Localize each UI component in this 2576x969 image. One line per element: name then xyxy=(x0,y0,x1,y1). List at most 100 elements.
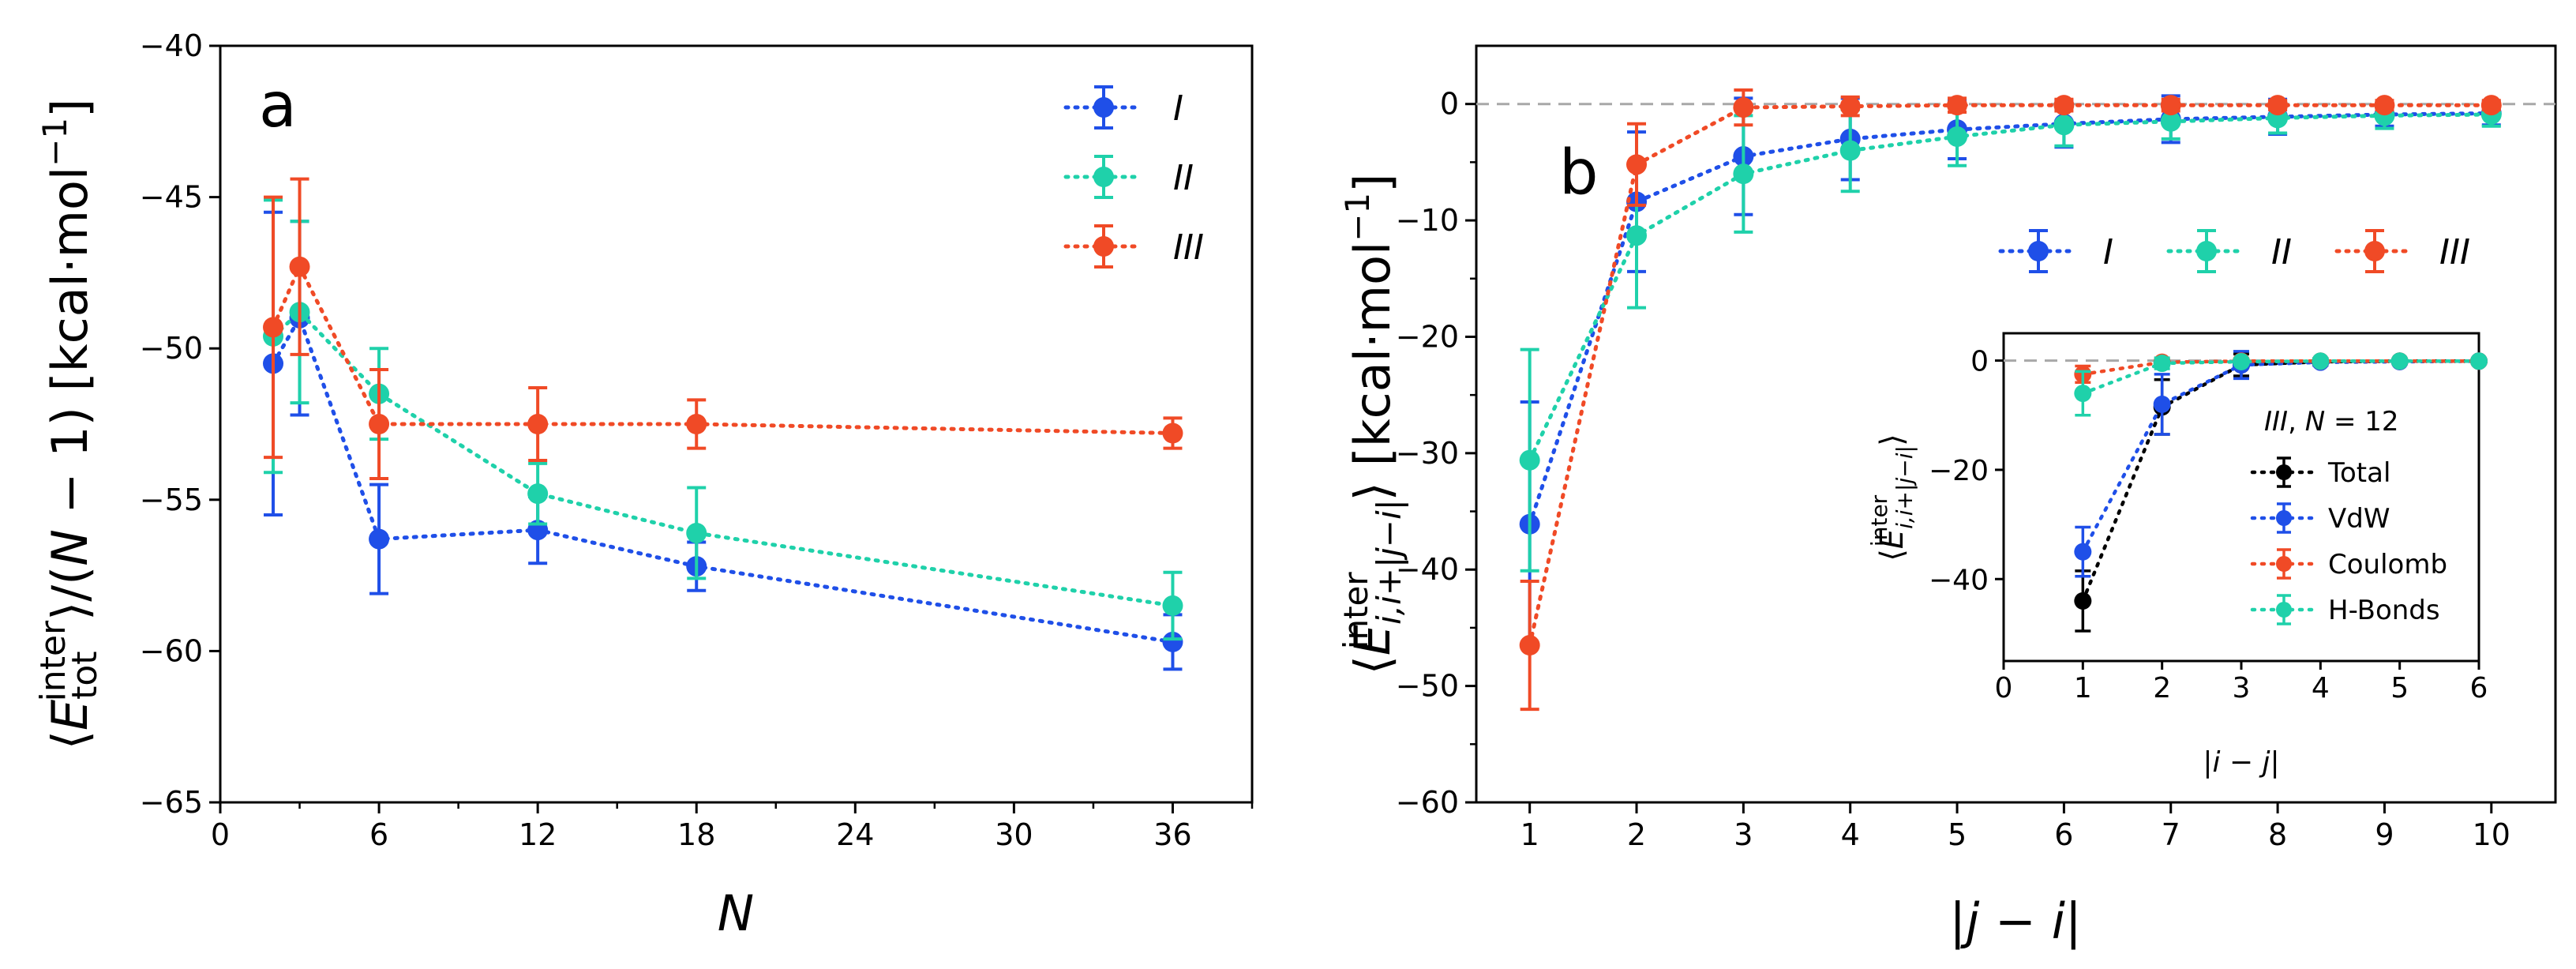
x-tick-label: 30 xyxy=(995,817,1033,852)
legend-entry: Coulomb xyxy=(2250,548,2447,580)
legend-marker xyxy=(2276,602,2292,618)
data-point xyxy=(1839,96,1861,117)
x-tick-label: 3 xyxy=(1734,817,1753,852)
series-i xyxy=(263,210,1183,671)
y-tick-label: −45 xyxy=(140,180,203,215)
x-tick-label: 5 xyxy=(2390,672,2409,704)
legend-label: I xyxy=(2103,232,2113,272)
y-tick-label: −40 xyxy=(140,28,203,63)
data-point xyxy=(2480,95,2502,116)
legend-entry: II xyxy=(1063,155,1194,199)
series-line xyxy=(2081,359,2481,396)
data-point xyxy=(2153,355,2171,373)
inset-legend: Total VdW Coulomb H-Bonds xyxy=(2250,456,2447,626)
legend-label: H-Bonds xyxy=(2328,595,2440,626)
legend-label: II xyxy=(1173,158,1194,198)
legend-marker xyxy=(2364,241,2385,261)
data-point xyxy=(1947,95,1968,116)
legend-label: Total xyxy=(2327,457,2390,489)
data-point xyxy=(2390,352,2409,370)
legend-marker xyxy=(2276,556,2292,572)
legend-marker xyxy=(2028,241,2049,261)
x-tick-label: 2 xyxy=(2153,672,2171,704)
y-tick-label: −50 xyxy=(1396,669,1459,704)
panel-b-legend: I II III xyxy=(1998,229,2470,273)
y-tick-label: −65 xyxy=(140,785,203,820)
x-tick-label: 0 xyxy=(1995,672,2013,704)
svg-text:III, N = 12: III, N = 12 xyxy=(2264,406,2399,438)
data-point xyxy=(1733,97,1754,118)
inset-ticks: 0 1 2 3 4 5 6 −40 −20 0 xyxy=(1929,346,2488,704)
y-tick-label: −40 xyxy=(1929,564,1989,596)
data-point xyxy=(1162,423,1183,444)
x-tick-label: 6 xyxy=(369,817,388,852)
legend-entry: III xyxy=(2334,229,2470,273)
panel-b-ticks: 1 2 3 4 5 6 7 8 9 10−60−50−40−30−20−100 xyxy=(1396,87,2510,852)
panel-b-frame xyxy=(1475,44,2557,804)
panel-b-xlabel: |j − i| xyxy=(1949,892,2082,951)
y-tick-label: −60 xyxy=(140,633,203,668)
data-point xyxy=(527,483,549,505)
x-tick-label: 18 xyxy=(677,817,715,852)
data-point xyxy=(2267,95,2289,116)
panel-a-xlabel: N xyxy=(718,884,754,942)
data-point xyxy=(289,256,310,277)
legend-label: Coulomb xyxy=(2328,549,2447,580)
svg-text:|j − i|: |j − i| xyxy=(1949,892,2082,951)
data-point xyxy=(1626,225,1648,246)
panel-a: 0 6 12 18 24 30 36 −65 −60 −55 −50 −45 −40 a N ⟨Etot… xyxy=(33,28,1254,942)
legend-entry: III xyxy=(1063,224,1204,269)
series-line xyxy=(271,309,1175,608)
legend-marker xyxy=(2276,464,2292,480)
x-tick-label: 12 xyxy=(519,817,557,852)
legend-entry: H-Bonds xyxy=(2250,594,2440,626)
x-tick-label: 8 xyxy=(2268,817,2287,852)
data-point xyxy=(2053,95,2075,116)
data-point xyxy=(2153,395,2171,413)
svg-text:⟨Etotinter⟩/(N − 1) [kcal·mol−: ⟨Etotinter⟩/(N − 1) [kcal·mol−1] xyxy=(33,99,105,750)
panel-b-series xyxy=(1476,88,2555,712)
data-point xyxy=(1519,635,1540,656)
x-tick-label: 5 xyxy=(1948,817,1967,852)
data-point xyxy=(1733,163,1754,185)
inset-ylabel: ⟨Ei,i+|j−i|inter⟩ xyxy=(1866,434,1918,561)
data-point xyxy=(263,317,284,338)
data-point xyxy=(2074,592,2092,610)
data-point xyxy=(369,414,390,434)
series-ii xyxy=(263,198,1183,641)
data-point xyxy=(2160,95,2181,116)
data-point xyxy=(1839,140,1861,161)
series-line xyxy=(1528,111,2494,527)
data-point xyxy=(2160,111,2181,132)
data-point xyxy=(2074,543,2092,561)
data-point xyxy=(2312,352,2330,370)
data-point xyxy=(2233,352,2250,370)
legend-label: VdW xyxy=(2328,503,2390,535)
legend-label: III xyxy=(1173,227,1204,268)
panel-b-label: b xyxy=(1559,137,1599,208)
panel-a-ylabel: ⟨Etotinter⟩/(N − 1) [kcal·mol−1] xyxy=(33,99,105,750)
inset: 0 1 2 3 4 5 6 −40 −20 0 III, N = 12 Total VdW Coulo… xyxy=(1866,332,2488,779)
series-iii xyxy=(1519,88,2502,712)
legend-marker xyxy=(2276,510,2292,526)
x-tick-label: 0 xyxy=(211,817,230,852)
svg-text:⟨Ei,i+|j−i|inter⟩: ⟨Ei,i+|j−i|inter⟩ xyxy=(1866,434,1918,561)
x-tick-label: 4 xyxy=(1841,817,1860,852)
series-line xyxy=(1528,103,2494,648)
panel-b-ylabel: ⟨Ei,i+|j−i|inter⟩ [kcal·mol−1] xyxy=(1337,174,1408,675)
legend-marker xyxy=(1093,97,1114,118)
x-tick-label: 6 xyxy=(2470,672,2488,704)
y-tick-label: −10 xyxy=(1396,203,1459,238)
data-point xyxy=(1162,631,1183,652)
data-point xyxy=(686,522,707,543)
data-point xyxy=(2470,352,2488,370)
data-point xyxy=(2053,115,2075,136)
panel-a-frame xyxy=(219,44,1254,804)
panel-a-label: a xyxy=(259,70,297,141)
series-line xyxy=(2081,359,2481,603)
y-tick-label: −30 xyxy=(1396,436,1459,471)
x-tick-label: 7 xyxy=(2162,817,2180,852)
panel-a-series xyxy=(263,177,1183,671)
